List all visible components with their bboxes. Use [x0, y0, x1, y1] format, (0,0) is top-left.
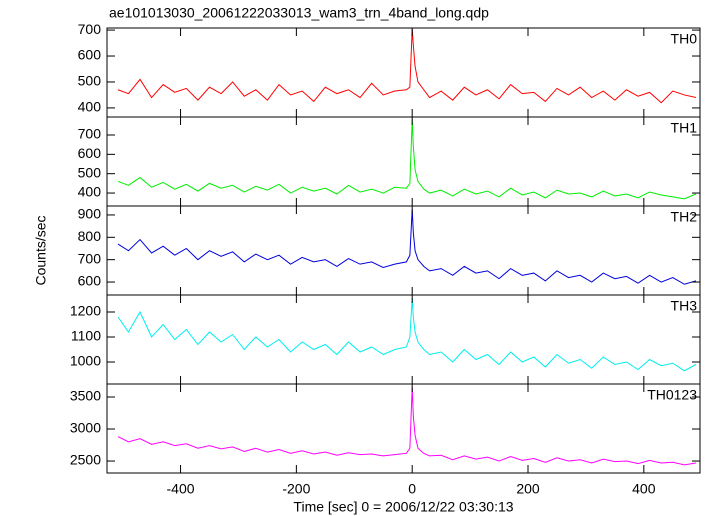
data-line — [117, 387, 697, 466]
panel-label: TH2 — [671, 209, 698, 225]
panel-label: TH0123 — [647, 387, 697, 403]
data-line — [117, 28, 697, 104]
panel-frame — [106, 294, 701, 385]
y-tick-label: 600 — [78, 145, 102, 161]
y-tick-label: 400 — [78, 184, 102, 200]
y-tick-label: 1200 — [70, 303, 101, 319]
y-tick-label: 1000 — [70, 353, 101, 369]
data-line — [117, 209, 697, 285]
panel-frame — [106, 27, 701, 118]
data-line — [117, 298, 697, 372]
panel-label: TH3 — [671, 298, 698, 314]
y-tick-label: 800 — [78, 228, 102, 244]
y-tick-label: 400 — [78, 99, 102, 115]
y-tick-label: 500 — [78, 73, 102, 89]
panel-frame — [106, 116, 701, 207]
panel-label: TH1 — [671, 120, 698, 136]
x-tick-label: -200 — [282, 481, 310, 497]
y-tick-label: 600 — [78, 47, 102, 63]
y-tick-label: 500 — [78, 164, 102, 180]
x-tick-label: -400 — [167, 481, 195, 497]
y-tick-label: 700 — [78, 250, 102, 266]
panel-label: TH0 — [671, 31, 698, 47]
panel-frame — [106, 383, 701, 474]
x-axis-label: Time [sec] 0 = 2006/12/22 03:30:13 — [293, 499, 513, 515]
y-tick-label: 600 — [78, 273, 102, 289]
x-tick-label: 200 — [516, 481, 540, 497]
y-tick-label: 3000 — [70, 420, 101, 436]
panel-frame — [106, 205, 701, 296]
y-axis-label: Counts/sec — [33, 215, 49, 285]
y-tick-label: 700 — [78, 21, 102, 37]
x-tick-label: 0 — [408, 481, 416, 497]
y-tick-label: 2500 — [70, 452, 101, 468]
y-tick-label: 700 — [78, 126, 102, 142]
y-tick-label: 3500 — [70, 388, 101, 404]
chart-title: ae101013030_20061222033013_wam3_trn_4ban… — [109, 5, 489, 21]
data-line — [117, 119, 697, 200]
x-tick-label: 400 — [632, 481, 656, 497]
y-tick-label: 900 — [78, 206, 102, 222]
y-tick-label: 1100 — [71, 328, 101, 344]
